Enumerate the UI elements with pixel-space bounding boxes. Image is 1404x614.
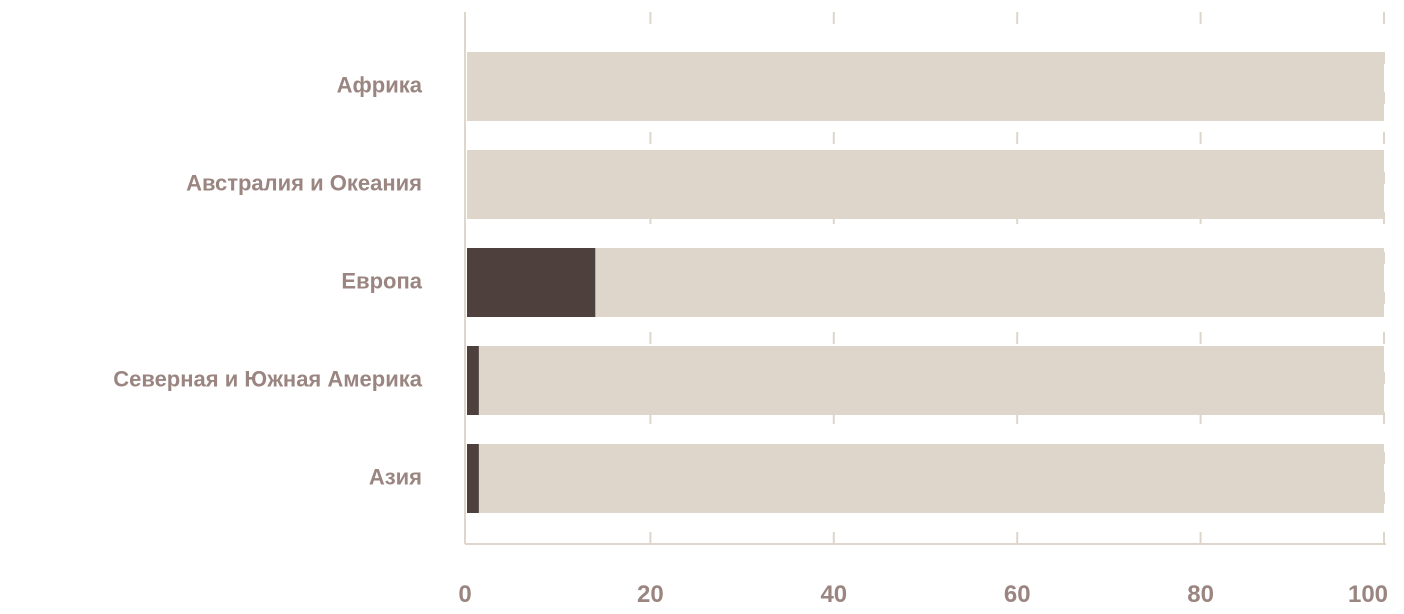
bar-segment (467, 444, 479, 513)
bar-segment (467, 52, 1384, 121)
category-label: Африка (337, 72, 423, 97)
axes (464, 12, 1386, 545)
category-labels: Африка Австралия и Океания Европа Северная … (113, 72, 423, 489)
bar-segment (478, 444, 1384, 513)
x-tick-label: 60 (1004, 581, 1031, 608)
x-tick-labels: 0 20 40 60 80 100 (458, 581, 1388, 608)
x-tick-label: 0 (458, 581, 471, 608)
category-label: Австралия и Океания (186, 170, 422, 195)
bar-segment (595, 248, 1384, 317)
x-tick-label: 40 (820, 581, 847, 608)
bar-segment (467, 346, 479, 415)
bars (467, 52, 1384, 513)
x-tick-label: 100 (1348, 581, 1388, 608)
category-label: Северная и Южная Америка (113, 366, 423, 391)
category-label: Азия (369, 464, 422, 489)
category-label: Европа (341, 268, 422, 293)
bar-segment (478, 346, 1384, 415)
x-tick-label: 80 (1187, 581, 1214, 608)
bar-segment (467, 248, 596, 317)
bar-segment (467, 150, 1384, 219)
x-tick-label: 20 (637, 581, 664, 608)
